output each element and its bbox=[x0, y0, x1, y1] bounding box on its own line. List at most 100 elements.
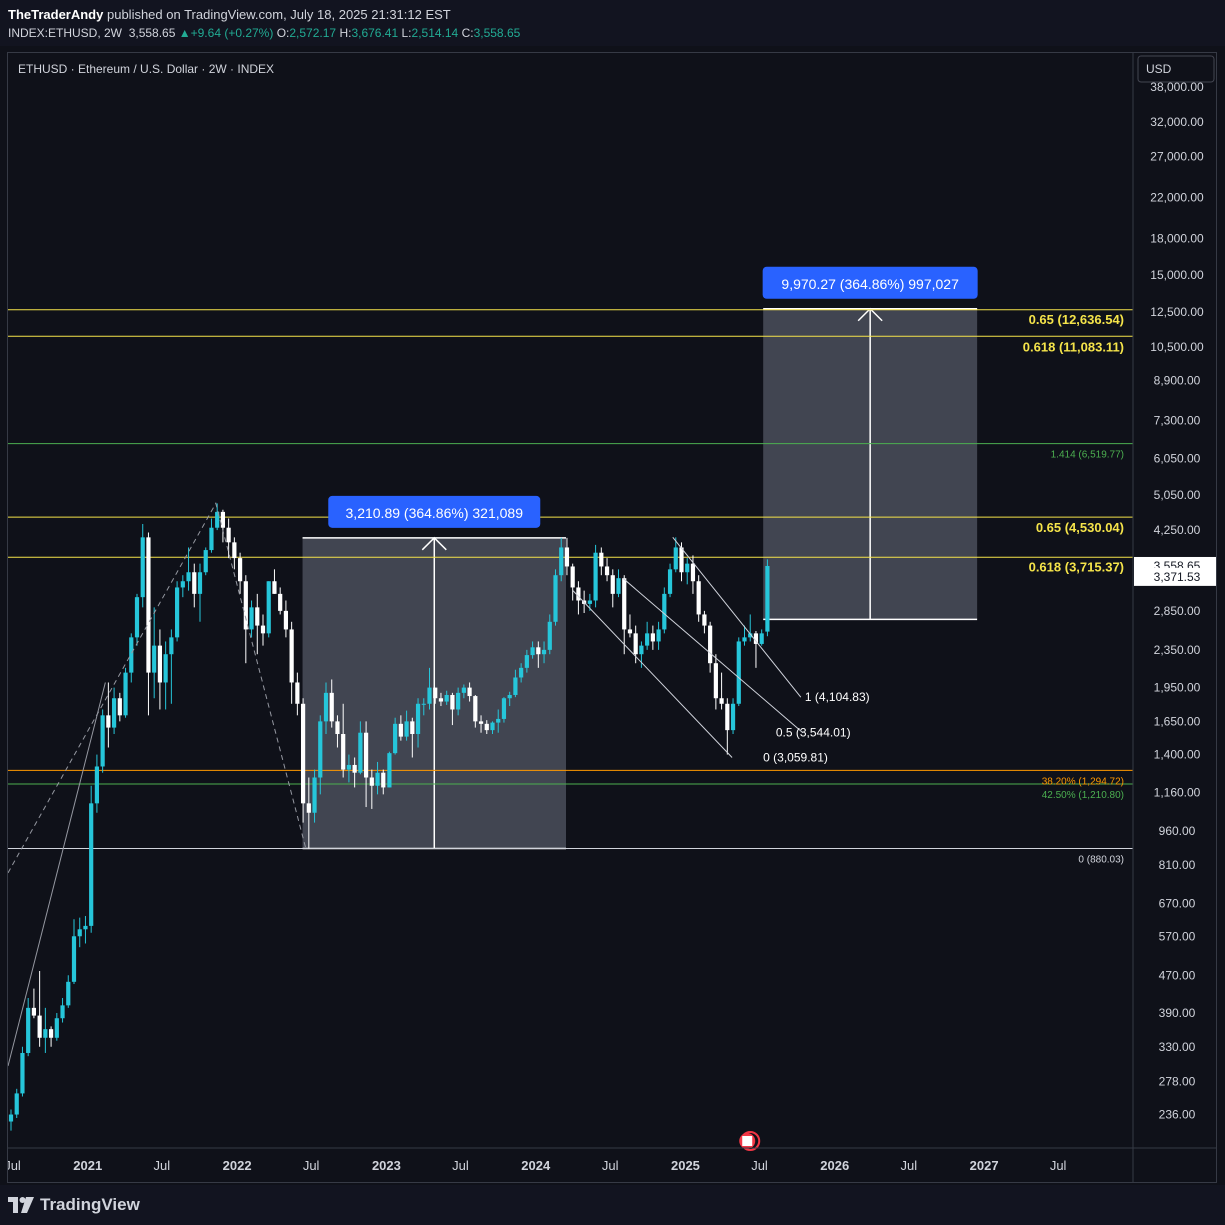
channel-line[interactable] bbox=[672, 537, 802, 698]
candle[interactable] bbox=[209, 518, 214, 553]
candle[interactable] bbox=[358, 721, 363, 775]
candle[interactable] bbox=[283, 600, 289, 638]
candle[interactable] bbox=[306, 777, 311, 849]
candle[interactable] bbox=[444, 690, 449, 705]
candle[interactable] bbox=[71, 919, 77, 985]
candle[interactable] bbox=[352, 757, 357, 788]
candle[interactable] bbox=[100, 709, 105, 773]
candle[interactable] bbox=[26, 997, 31, 1057]
candle[interactable] bbox=[106, 682, 111, 748]
candle[interactable] bbox=[146, 532, 151, 716]
candle[interactable] bbox=[300, 698, 306, 823]
candle[interactable] bbox=[730, 698, 736, 735]
candle[interactable] bbox=[696, 575, 701, 622]
tradingview-logo[interactable]: TradingView bbox=[8, 1195, 140, 1215]
candle[interactable] bbox=[415, 698, 421, 748]
candle[interactable] bbox=[473, 694, 478, 728]
candle[interactable] bbox=[31, 988, 37, 1019]
candle[interactable] bbox=[346, 754, 352, 783]
candle[interactable] bbox=[616, 569, 621, 598]
candle[interactable] bbox=[48, 1026, 54, 1047]
candle[interactable] bbox=[599, 547, 604, 576]
candle[interactable] bbox=[507, 691, 512, 707]
candle[interactable] bbox=[536, 641, 541, 668]
candle[interactable] bbox=[593, 544, 598, 608]
candle[interactable] bbox=[490, 721, 495, 735]
candle[interactable] bbox=[461, 684, 466, 699]
candle[interactable] bbox=[255, 593, 260, 655]
candle[interactable] bbox=[289, 621, 294, 704]
candle[interactable] bbox=[759, 629, 764, 646]
author-name[interactable]: TheTraderAndy bbox=[8, 7, 104, 22]
candle[interactable] bbox=[14, 1088, 19, 1118]
candle[interactable] bbox=[742, 625, 747, 646]
candle[interactable] bbox=[20, 1046, 25, 1097]
price-chart[interactable]: 1 (4,104.83) 0.5 (3,544.01) 0 (3,059.81) 0.… bbox=[8, 53, 1216, 1182]
candle[interactable] bbox=[323, 682, 329, 735]
candle[interactable] bbox=[421, 698, 426, 716]
candle[interactable] bbox=[639, 641, 644, 668]
candle[interactable] bbox=[673, 537, 678, 573]
candle[interactable] bbox=[295, 672, 300, 716]
candle[interactable] bbox=[433, 687, 438, 704]
candle[interactable] bbox=[329, 679, 334, 728]
candle[interactable] bbox=[197, 563, 203, 622]
candle[interactable] bbox=[89, 785, 94, 933]
candle[interactable] bbox=[404, 710, 409, 741]
candle[interactable] bbox=[576, 581, 581, 615]
candle[interactable] bbox=[478, 715, 484, 733]
candle[interactable] bbox=[501, 697, 507, 723]
candle[interactable] bbox=[484, 720, 489, 735]
candle[interactable] bbox=[174, 581, 180, 642]
candle[interactable] bbox=[54, 1012, 59, 1041]
candle[interactable] bbox=[249, 600, 254, 638]
candle[interactable] bbox=[570, 563, 575, 601]
candle[interactable] bbox=[622, 575, 627, 655]
candle[interactable] bbox=[140, 523, 145, 608]
candle[interactable] bbox=[662, 587, 667, 634]
candle[interactable] bbox=[604, 558, 610, 582]
candle[interactable] bbox=[169, 629, 174, 704]
candle[interactable] bbox=[66, 975, 71, 1008]
candle[interactable] bbox=[685, 558, 690, 585]
candle[interactable] bbox=[467, 682, 472, 702]
candle[interactable] bbox=[226, 518, 231, 559]
candle[interactable] bbox=[134, 593, 140, 646]
candle[interactable] bbox=[719, 672, 724, 710]
candle[interactable] bbox=[656, 621, 661, 650]
candle[interactable] bbox=[667, 563, 673, 598]
candle[interactable] bbox=[702, 610, 707, 634]
candle[interactable] bbox=[547, 614, 552, 655]
candle[interactable] bbox=[713, 654, 718, 710]
candle[interactable] bbox=[496, 709, 501, 733]
candle[interactable] bbox=[129, 633, 134, 683]
candle[interactable] bbox=[318, 715, 323, 795]
candle[interactable] bbox=[725, 698, 730, 755]
candle[interactable] bbox=[278, 587, 283, 615]
candle[interactable] bbox=[341, 703, 346, 778]
plot-area[interactable]: 1 (4,104.83) 0.5 (3,544.01) 0 (3,059.81) 0.… bbox=[8, 266, 1133, 1131]
candle[interactable] bbox=[524, 649, 529, 673]
candle[interactable] bbox=[450, 692, 455, 726]
candle[interactable] bbox=[152, 607, 157, 699]
candle[interactable] bbox=[456, 687, 461, 716]
candle[interactable] bbox=[237, 552, 243, 594]
candle[interactable] bbox=[708, 621, 713, 673]
candle[interactable] bbox=[438, 692, 444, 707]
candle[interactable] bbox=[393, 717, 398, 755]
candle[interactable] bbox=[8, 1109, 14, 1131]
candle[interactable] bbox=[60, 997, 65, 1023]
candle[interactable] bbox=[117, 692, 122, 722]
candle[interactable] bbox=[736, 637, 741, 707]
candle[interactable] bbox=[381, 769, 386, 795]
candle[interactable] bbox=[203, 547, 208, 576]
candle[interactable] bbox=[369, 769, 374, 809]
candle[interactable] bbox=[215, 503, 220, 531]
candle[interactable] bbox=[765, 559, 770, 637]
candle[interactable] bbox=[266, 581, 271, 638]
candle[interactable] bbox=[519, 663, 524, 683]
candle[interactable] bbox=[37, 971, 42, 1047]
candle[interactable] bbox=[272, 569, 277, 594]
candle[interactable] bbox=[530, 641, 535, 659]
candle[interactable] bbox=[260, 614, 266, 646]
